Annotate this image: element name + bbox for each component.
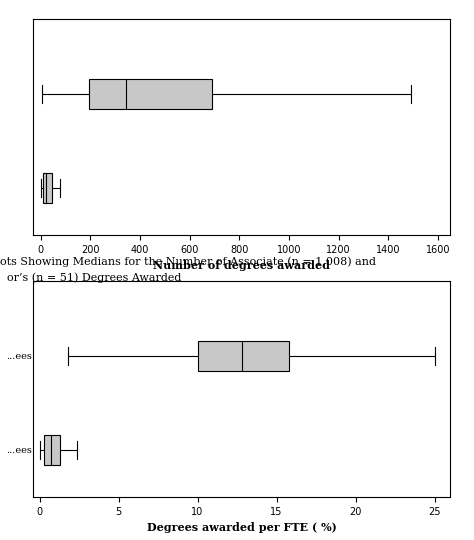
Bar (198, 341, 289, 371)
Bar (44, 435, 60, 465)
X-axis label: Degrees awarded per FTE ( %): Degrees awarded per FTE ( %) (147, 522, 337, 533)
Text: or’s (n = 51) Degrees Awarded: or’s (n = 51) Degrees Awarded (0, 273, 182, 284)
X-axis label: Number of degrees awarded: Number of degrees awarded (153, 260, 330, 271)
Text: ots Showing Medians for the Number of Associate (n = 1,008) and: ots Showing Medians for the Number of As… (0, 256, 376, 267)
Bar (43, 173, 52, 203)
Bar (89, 79, 212, 109)
